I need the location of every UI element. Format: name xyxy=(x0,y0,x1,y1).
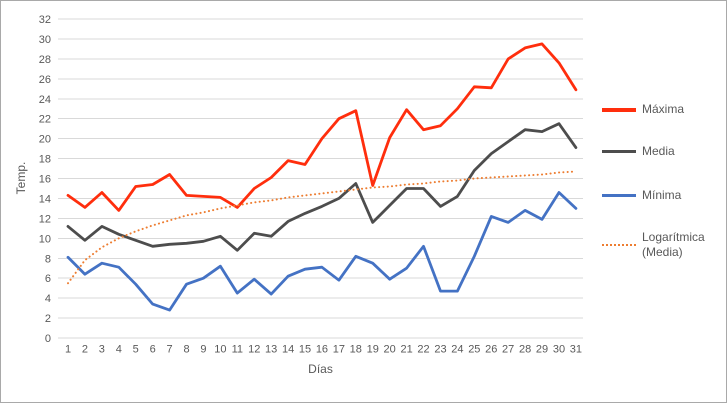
x-tick-label: 15 xyxy=(299,344,311,356)
legend-item-logaritmica-media[interactable]: Logarítmica (Media) xyxy=(602,230,724,260)
legend-line-sample-maxima xyxy=(602,107,636,112)
legend-item-media[interactable]: Media xyxy=(602,144,724,159)
y-tick-label: 2 xyxy=(45,313,51,325)
series-line-media[interactable] xyxy=(66,122,578,252)
x-tick-label: 8 xyxy=(183,344,189,356)
legend-line-sample-media xyxy=(602,150,636,153)
legend-label-minima: Mínima xyxy=(642,188,682,202)
x-tick-label: 10 xyxy=(214,344,226,356)
x-tick-label: 1 xyxy=(65,344,71,356)
x-tick-label: 31 xyxy=(570,344,582,356)
y-tick-label: 28 xyxy=(39,54,51,66)
series-line-minima[interactable] xyxy=(66,191,578,312)
series-line-logaritmica-media[interactable] xyxy=(67,170,577,285)
x-tick-label: 5 xyxy=(133,344,139,356)
y-tick-label: 6 xyxy=(45,273,51,285)
y-tick-label: 20 xyxy=(39,134,51,146)
y-tick-label: 10 xyxy=(39,233,51,245)
x-tick-label: 7 xyxy=(167,344,173,356)
legend-line-sample-logaritmica-media xyxy=(602,244,636,246)
legend-item-maxima[interactable]: Máxima xyxy=(602,102,724,117)
x-tick-label: 23 xyxy=(434,344,446,356)
x-tick-label: 27 xyxy=(502,344,514,356)
x-tick-label: 18 xyxy=(350,344,362,356)
x-tick-label: 25 xyxy=(468,344,480,356)
x-tick-label: 4 xyxy=(116,344,122,356)
legend-label-media: Media xyxy=(642,144,675,158)
x-axis-title: Días xyxy=(308,362,333,376)
y-tick-label: 24 xyxy=(39,94,51,106)
x-tick-label: 14 xyxy=(282,344,294,356)
y-tick-label: 26 xyxy=(39,74,51,86)
x-tick-label: 12 xyxy=(248,344,260,356)
x-tick-label: 22 xyxy=(417,344,429,356)
x-tick-label: 26 xyxy=(485,344,497,356)
y-tick-label: 14 xyxy=(39,193,51,205)
x-tick-label: 21 xyxy=(400,344,412,356)
x-tick-label: 9 xyxy=(200,344,206,356)
x-tick-label: 6 xyxy=(150,344,156,356)
x-tick-label: 11 xyxy=(232,344,243,356)
x-tick-label: 2 xyxy=(82,344,88,356)
y-axis-title: Temp. xyxy=(14,161,28,195)
y-tick-label: 0 xyxy=(45,333,51,345)
x-tick-label: 28 xyxy=(519,344,531,356)
legend-label-logaritmica-media: Logarítmica (Media) xyxy=(642,230,705,259)
y-tick-label: 4 xyxy=(45,293,51,305)
y-tick-label: 22 xyxy=(39,114,51,126)
x-tick-label: 17 xyxy=(333,344,345,356)
legend-line-sample-minima xyxy=(602,194,636,197)
y-tick-label: 32 xyxy=(39,14,51,26)
y-tick-label: 8 xyxy=(45,253,51,265)
series-line-maxima[interactable] xyxy=(66,42,578,212)
x-tick-label: 30 xyxy=(553,344,565,356)
y-tick-label: 16 xyxy=(39,174,51,186)
y-tick-label: 30 xyxy=(39,34,51,46)
x-tick-label: 29 xyxy=(536,344,548,356)
legend-item-minima[interactable]: Mínima xyxy=(602,188,724,203)
legend-label-maxima: Máxima xyxy=(642,102,685,116)
y-tick-label: 12 xyxy=(39,213,51,225)
x-tick-label: 24 xyxy=(451,344,463,356)
x-tick-label: 20 xyxy=(384,344,396,356)
x-tick-label: 13 xyxy=(265,344,277,356)
y-tick-label: 18 xyxy=(39,154,51,166)
x-tick-label: 3 xyxy=(99,344,105,356)
x-tick-label: 16 xyxy=(316,344,328,356)
x-tick-label: 19 xyxy=(367,344,379,356)
